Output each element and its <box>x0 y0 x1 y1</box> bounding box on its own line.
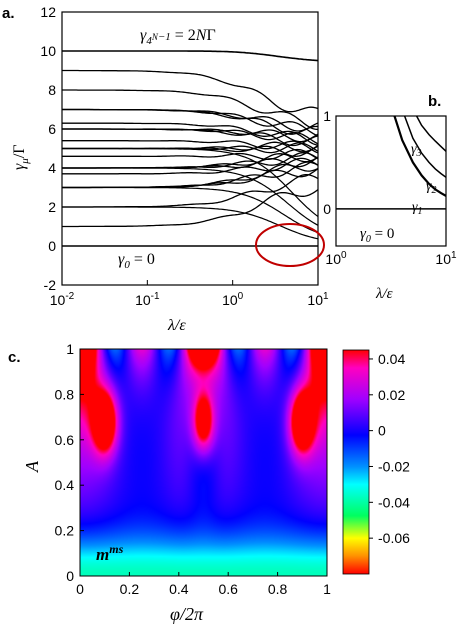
panel-a-y-ticks: -2 0 2 4 6 8 10 12 <box>40 4 67 293</box>
eigenvalue-curve <box>62 161 318 189</box>
panel-c: c. 00.20.40.60.81 0 0.2 0.4 0.6 0.8 1 mms A φ… <box>8 341 410 624</box>
colorbar-tick-label: -0.04 <box>378 494 410 510</box>
eigenvalue-curve <box>62 167 318 226</box>
panel-c-label: c. <box>8 349 21 366</box>
series-γ3 <box>415 116 446 152</box>
panel-a-ytick-label: 10 <box>40 43 56 59</box>
gamma1-label: γ1 <box>412 200 423 217</box>
colorbar-tick-label: -0.06 <box>378 530 410 546</box>
eigenvalue-curve <box>62 147 318 217</box>
eigenvalue-curve <box>62 168 318 189</box>
panel-b-x-ticks: 100 101 <box>325 250 457 267</box>
panel-b: b. 01 100 101 γ3 γ2 γ1 γ0 = 0 λ/ε <box>323 93 457 302</box>
panel-c-ylabel: A <box>22 460 42 473</box>
panel-c-xtick-label: 0.6 <box>218 581 238 597</box>
panel-c-ytick-label: 0.2 <box>55 523 75 539</box>
panel-a-xtick-label: 101 <box>307 291 329 308</box>
panel-a-ytick-label: 12 <box>40 4 56 20</box>
eigenvalue-curve <box>62 108 318 132</box>
panel-a-frame <box>61 11 319 286</box>
eigenvalue-curve <box>62 189 318 228</box>
panel-b-label: b. <box>428 93 441 110</box>
eigenvalue-curve <box>62 140 318 154</box>
gamma2-label: γ2 <box>426 179 437 196</box>
eigenvalue-curve <box>62 157 318 175</box>
panel-a-ytick-label: 8 <box>48 82 56 98</box>
gamma3-label: γ3 <box>411 142 422 159</box>
panel-a-x-ticks: 10-2 10-1 100 101 <box>50 280 329 308</box>
panel-c-frame <box>79 348 328 577</box>
panel-c-ytick-label: 1 <box>66 341 74 357</box>
series-γ2 <box>403 116 446 178</box>
panel-c-ytick-label: 0.4 <box>55 477 75 493</box>
panel-a-ytick-label: -2 <box>44 277 57 293</box>
colorbar <box>342 349 370 575</box>
panel-b-curves <box>336 116 446 210</box>
panel-b-xlabel: λ/ε <box>375 286 393 302</box>
colorbar-ticks: 0.04 0.02 0 -0.02 -0.04 -0.06 <box>369 351 410 546</box>
highlight-circle <box>255 223 325 267</box>
panel-c-ytick-label: 0.8 <box>55 386 75 402</box>
heatmap-area <box>80 349 327 576</box>
colorbar-tick-label: 0.02 <box>378 387 405 403</box>
panel-b-bottom-annotation: γ0 = 0 <box>360 226 394 245</box>
panel-a-ytick-label: 2 <box>48 199 56 215</box>
panel-b-y-ticks: 01 <box>323 108 340 217</box>
panel-b-ytick-label: 0 <box>323 201 331 217</box>
panel-c-x-ticks: 0 0.2 0.4 0.6 0.8 1 <box>76 572 331 597</box>
panel-c-xtick-label: 0.8 <box>268 581 288 597</box>
panel-c-xtick-label: 0 <box>76 581 84 597</box>
panel-a-xtick-label: 10-2 <box>50 291 75 308</box>
panel-c-ytick-label: 0.6 <box>55 432 75 448</box>
eigenvalue-curve <box>62 186 318 234</box>
panel-a-curves <box>62 50 318 247</box>
panel-c-xtick-label: 1 <box>323 581 331 597</box>
panel-b-xtick-label: 100 <box>325 250 347 267</box>
eigenvalue-curve <box>62 50 318 62</box>
panel-b-ytick-label: 1 <box>323 108 331 124</box>
colorbar-tick-label: -0.02 <box>378 458 410 474</box>
panel-a-xlabel: λ/ε <box>167 317 186 334</box>
panel-b-frame <box>335 115 447 247</box>
eigenvalue-curve <box>62 128 318 143</box>
eigenvalue-curve <box>62 69 318 113</box>
colorbar-tick-label: 0.04 <box>378 351 405 367</box>
panel-a-ytick-label: 0 <box>48 238 56 254</box>
panel-c-xtick-label: 0.2 <box>120 581 140 597</box>
panel-c-y-ticks: 0 0.2 0.4 0.6 0.8 1 <box>55 341 84 584</box>
panel-a-ylabel: γμ/Γ <box>11 144 31 170</box>
panel-c-ytick-label: 0 <box>66 568 74 584</box>
panel-a-label: a. <box>2 5 15 22</box>
panel-a-xtick-label: 100 <box>222 291 244 308</box>
series-γ1 <box>393 116 446 197</box>
panel-b-xtick-label: 101 <box>435 250 457 267</box>
panel-a-xtick-label: 10-1 <box>135 291 160 308</box>
eigenvalue-curve <box>62 148 318 160</box>
panel-c-xlabel: φ/2π <box>170 604 204 624</box>
panel-a-ytick-label: 6 <box>48 121 56 137</box>
colorbar-tick-label: 0 <box>378 423 386 439</box>
eigenvalue-curve <box>62 89 318 131</box>
panel-a-top-annotation: γ4N−1 = 2NΓ <box>140 27 216 47</box>
eigenvalue-curve <box>62 122 318 146</box>
eigenvalue-curve <box>62 206 318 240</box>
panel-a-bottom-annotation: γ0 = 0 <box>118 251 155 271</box>
panel-a-ytick-label: 4 <box>48 160 56 176</box>
panel-c-xtick-label: 0.4 <box>169 581 189 597</box>
